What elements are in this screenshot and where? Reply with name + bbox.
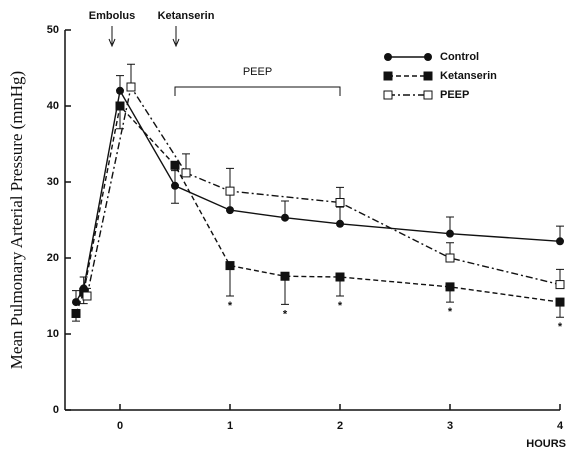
x-tick-label: 2: [337, 420, 343, 432]
series-line: [86, 85, 561, 297]
data-point: [116, 86, 124, 95]
significance-mark: *: [228, 300, 233, 312]
legend-marker: [384, 53, 392, 61]
x-axis-label: HOURS: [526, 438, 566, 450]
y-tick-label: 10: [47, 328, 59, 340]
data-point: [335, 198, 345, 208]
data-point: [445, 282, 455, 292]
error-bar: [226, 265, 234, 297]
legend-label: Ketanserin: [440, 70, 497, 82]
x-tick-label: 1: [227, 420, 233, 432]
error-bar: [281, 276, 289, 305]
legend-label: Control: [440, 51, 479, 63]
legend-marker: [383, 90, 393, 100]
annotation: PEEP: [243, 66, 272, 78]
significance-mark: *: [558, 321, 563, 333]
data-point: [115, 101, 125, 111]
annotation: Embolus: [89, 10, 135, 22]
x-tick-label: 3: [447, 420, 453, 432]
legend-marker: [423, 71, 433, 81]
data-point: [82, 291, 92, 301]
data-point: [225, 186, 235, 196]
legend-label: PEEP: [440, 89, 469, 101]
data-point: [225, 261, 235, 271]
data-point: [126, 82, 136, 92]
data-point: [335, 272, 345, 282]
annotation-arrow: [172, 26, 180, 48]
legend-marker: [423, 90, 433, 100]
significance-mark: *: [448, 306, 453, 318]
data-point: [446, 229, 454, 238]
data-point: [280, 271, 290, 281]
series-line: [75, 104, 561, 314]
annotation-bracket: [174, 86, 341, 96]
legend-marker: [383, 71, 393, 81]
y-tick-label: 0: [53, 404, 59, 416]
annotation: Ketanserin: [158, 10, 215, 22]
x-tick-label: 4: [557, 420, 564, 432]
data-point: [71, 308, 81, 318]
y-tick-label: 20: [47, 252, 59, 264]
x-tick-label: 0: [117, 420, 123, 432]
data-point: [336, 219, 344, 228]
data-point: [281, 213, 289, 222]
data-point: [181, 168, 191, 178]
significance-mark: *: [283, 308, 288, 320]
data-point: [556, 237, 564, 246]
data-point: [72, 298, 80, 307]
data-point: [555, 280, 565, 290]
data-point: [226, 206, 234, 215]
significance-mark: *: [338, 300, 343, 312]
error-bar: [171, 165, 179, 204]
legend-marker: [424, 53, 432, 61]
y-tick-label: 50: [47, 24, 59, 36]
annotation-arrow: [108, 26, 116, 48]
data-point: [445, 253, 455, 263]
data-point: [170, 160, 180, 170]
data-point: [555, 297, 565, 307]
y-axis-label: Mean Pulmonary Arterial Pressure (mmHg): [7, 71, 26, 369]
series-line: [75, 88, 561, 303]
y-tick-label: 30: [47, 176, 59, 188]
y-tick-label: 40: [47, 100, 59, 112]
